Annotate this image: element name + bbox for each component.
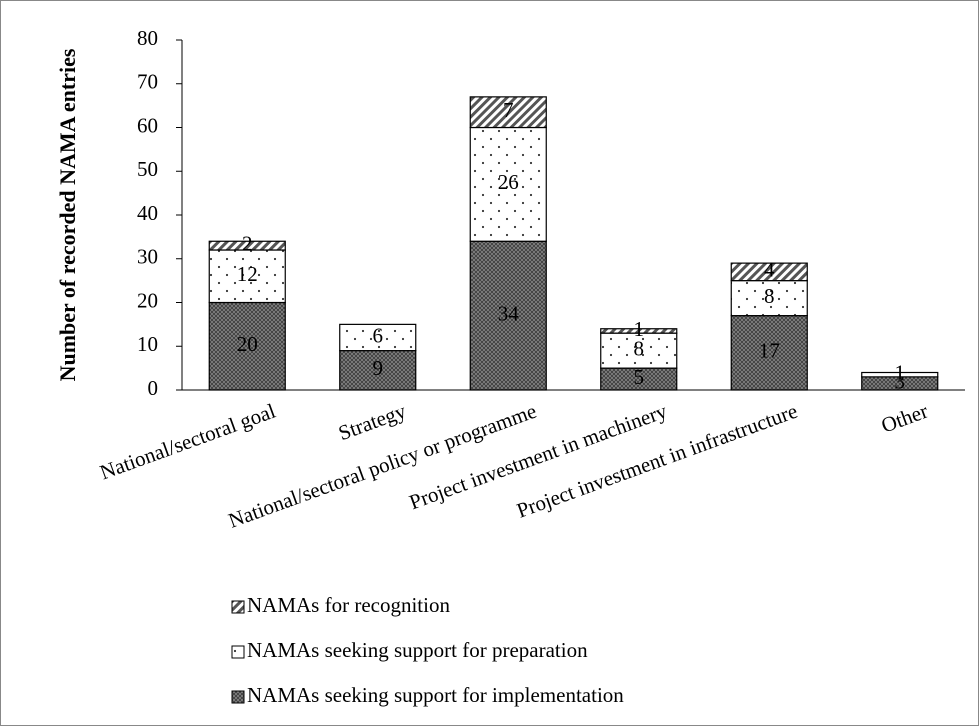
data-label: 1	[634, 317, 645, 341]
bar-segment	[469, 96, 547, 129]
legend-swatch	[231, 690, 245, 704]
legend-swatch	[231, 600, 245, 614]
y-tick-label: 0	[148, 376, 159, 400]
data-label: 2	[242, 231, 253, 255]
data-label: 12	[237, 262, 258, 286]
legend-label: NAMAs for recognition	[247, 593, 450, 617]
data-label: 5	[634, 365, 645, 389]
data-label: 9	[373, 356, 384, 380]
bar-segment	[730, 315, 808, 391]
y-tick-label: 70	[137, 70, 158, 94]
y-tick-label: 40	[137, 201, 158, 225]
data-label: 26	[498, 170, 519, 194]
y-tick-label: 20	[137, 288, 158, 312]
data-label: 34	[498, 301, 520, 325]
bar-segment	[600, 332, 678, 369]
data-label: 8	[634, 336, 645, 360]
y-tick-label: 50	[137, 157, 158, 181]
bar-segment	[600, 328, 678, 334]
data-label: 3	[895, 369, 906, 393]
legend-swatch	[231, 645, 245, 659]
y-tick-label: 10	[137, 332, 158, 356]
data-label: 7	[503, 98, 514, 122]
bar-segment	[469, 126, 547, 242]
bar-segment	[861, 371, 939, 378]
y-tick-label: 60	[137, 113, 158, 137]
data-label: 6	[373, 323, 384, 347]
bar-segment	[730, 262, 808, 282]
data-label: 8	[764, 284, 775, 308]
bar-segment	[208, 240, 286, 251]
bar-segment	[339, 323, 417, 352]
data-label: 17	[759, 339, 780, 363]
legend-label: NAMAs seeking support for preparation	[247, 638, 588, 662]
bar-segment	[208, 301, 286, 391]
y-tick-label: 80	[137, 26, 158, 50]
bar-segment	[208, 249, 286, 304]
data-label: 20	[237, 332, 258, 356]
y-tick-label: 30	[137, 245, 158, 269]
data-label: 4	[764, 258, 775, 282]
data-label: 1	[895, 361, 906, 385]
legend-label: NAMAs seeking support for implementation	[247, 683, 624, 707]
y-axis-title: Number of recorded NAMA entries	[55, 48, 80, 381]
bar-segment	[469, 240, 547, 391]
bar-segment	[339, 350, 417, 391]
bar-segment	[730, 280, 808, 317]
